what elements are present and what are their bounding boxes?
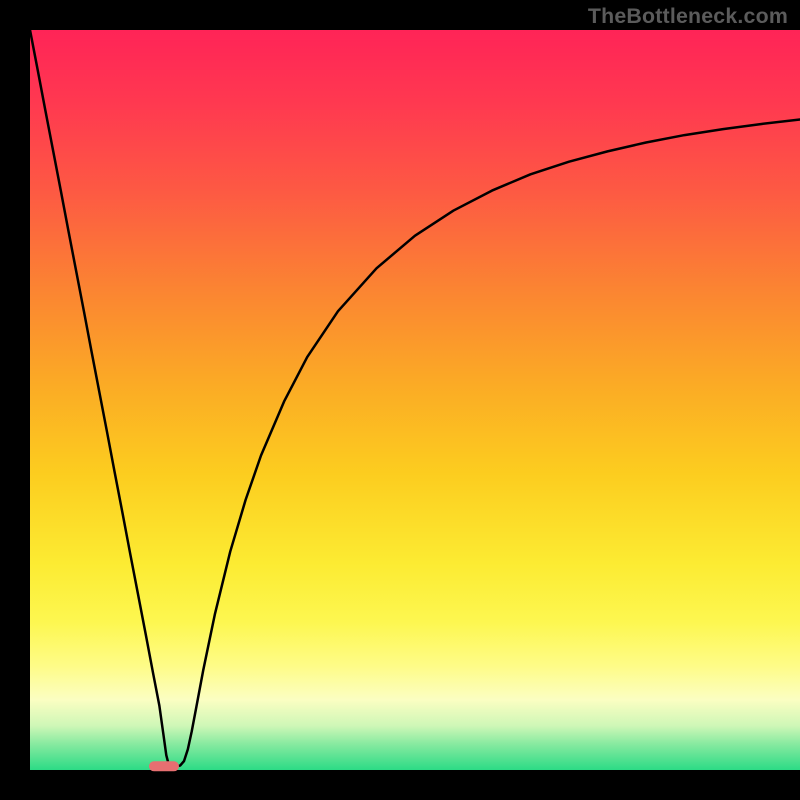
- bottleneck-curve-chart: [0, 0, 800, 800]
- optimal-point-marker: [149, 761, 179, 771]
- plot-area: [30, 30, 800, 770]
- chart-container: TheBottleneck.com: [0, 0, 800, 800]
